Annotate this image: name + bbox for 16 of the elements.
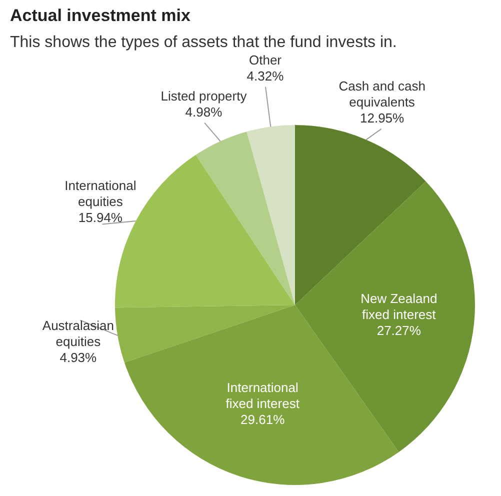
slice-label: International equities — [64, 178, 136, 209]
slice-label: New Zealand fixed interest — [360, 290, 438, 322]
slice-label: Australasian equities — [42, 318, 114, 349]
data-label: 29.61% — [240, 412, 286, 427]
data-label: 4.32% — [246, 68, 284, 84]
slice-label: Other — [248, 52, 282, 68]
data-label: 4.93% — [60, 350, 98, 365]
data-label: 12.95% — [360, 110, 405, 126]
slice-label: Cash and cash equivalents — [338, 78, 426, 110]
slice-label: International fixed interest — [226, 380, 300, 411]
data-label: 27.27% — [376, 322, 422, 338]
data-label: 15.94% — [78, 210, 123, 225]
chart-subtitle: This shows the types of assets that the fund invests in. — [10, 34, 397, 52]
data-label: 4.98% — [185, 104, 223, 120]
chart-title: Actual investment mix — [10, 6, 190, 26]
slice-label: Listed property — [160, 88, 248, 104]
